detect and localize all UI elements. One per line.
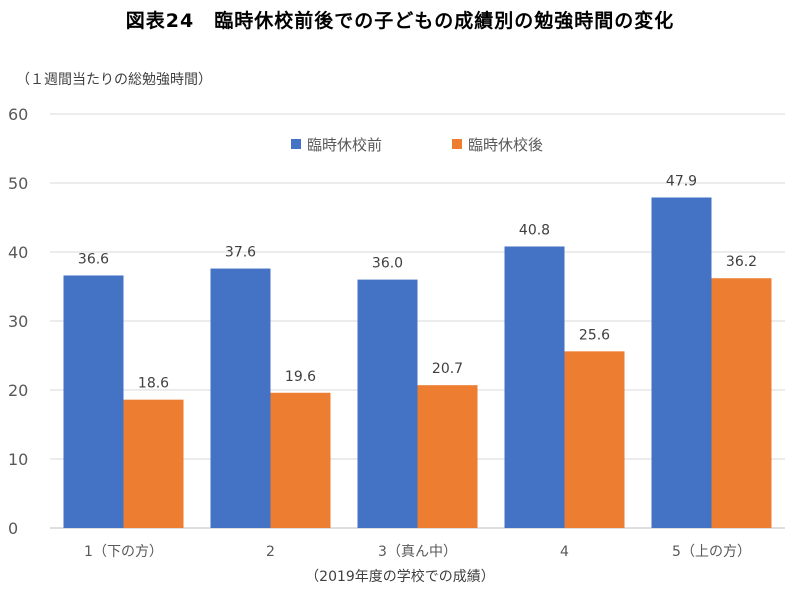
y-tick-label: 30 (8, 312, 28, 331)
bar-before (652, 197, 712, 528)
bar-before (211, 269, 271, 528)
x-tick-label: 3（真ん中） (378, 544, 457, 560)
bar-before (358, 280, 418, 528)
data-label: 19.6 (285, 369, 316, 385)
legend-label-after: 臨時休校後 (468, 136, 543, 154)
data-label: 36.2 (726, 254, 757, 270)
legend-swatch-before (291, 139, 301, 149)
data-label: 36.0 (372, 256, 403, 272)
data-label: 40.8 (519, 222, 550, 238)
x-tick-label: 2 (266, 544, 275, 560)
data-label: 18.6 (138, 376, 169, 392)
data-label: 36.6 (78, 251, 109, 267)
bar-after (565, 351, 625, 528)
y-tick-label: 0 (8, 519, 18, 538)
y-tick-label: 60 (8, 105, 28, 124)
data-label: 20.7 (432, 361, 463, 377)
y-tick-label: 50 (8, 174, 28, 193)
legend-label-before: 臨時休校前 (307, 136, 382, 154)
bar-after (124, 400, 184, 528)
x-tick-label: 5（上の方） (672, 544, 751, 560)
y-tick-label: 10 (8, 450, 28, 469)
x-axis-title: （2019年度の学校での成績） (0, 566, 800, 586)
x-tick-label: 1（下の方） (84, 544, 163, 560)
y-tick-label: 20 (8, 381, 28, 400)
data-label: 37.6 (225, 245, 256, 261)
bar-after (418, 385, 478, 528)
bar-before (64, 275, 124, 528)
y-tick-label: 40 (8, 243, 28, 262)
bar-after (271, 393, 331, 528)
data-label: 25.6 (579, 327, 610, 343)
bar-after (712, 278, 772, 528)
bar-before (505, 246, 565, 528)
x-tick-label: 4 (560, 544, 569, 560)
legend-swatch-after (452, 139, 462, 149)
data-label: 47.9 (666, 173, 697, 189)
